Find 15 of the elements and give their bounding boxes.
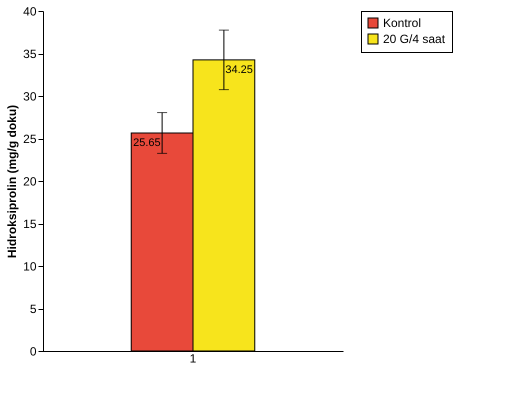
y-tick-label: 35 [23,47,37,61]
y-tick-label: 5 [30,302,37,316]
data-label: 34.25 [225,64,253,76]
y-tick-label: 25 [23,132,37,146]
y-tick-label: 30 [23,90,37,104]
y-tick-label: 0 [30,344,37,358]
data-label: 25.65 [133,136,161,149]
y-tick-label: 10 [23,260,37,274]
y-axis-title: Hidroksiprolin (mg/g doku) [5,104,20,258]
y-tick-label: 15 [23,217,37,231]
x-tick-label: 1 [190,352,197,366]
y-tick-label: 40 [23,4,37,18]
legend-label: Kontrol [383,16,422,30]
legend-label: 20 G/4 saat [383,32,446,46]
y-tick-label: 20 [23,174,37,188]
